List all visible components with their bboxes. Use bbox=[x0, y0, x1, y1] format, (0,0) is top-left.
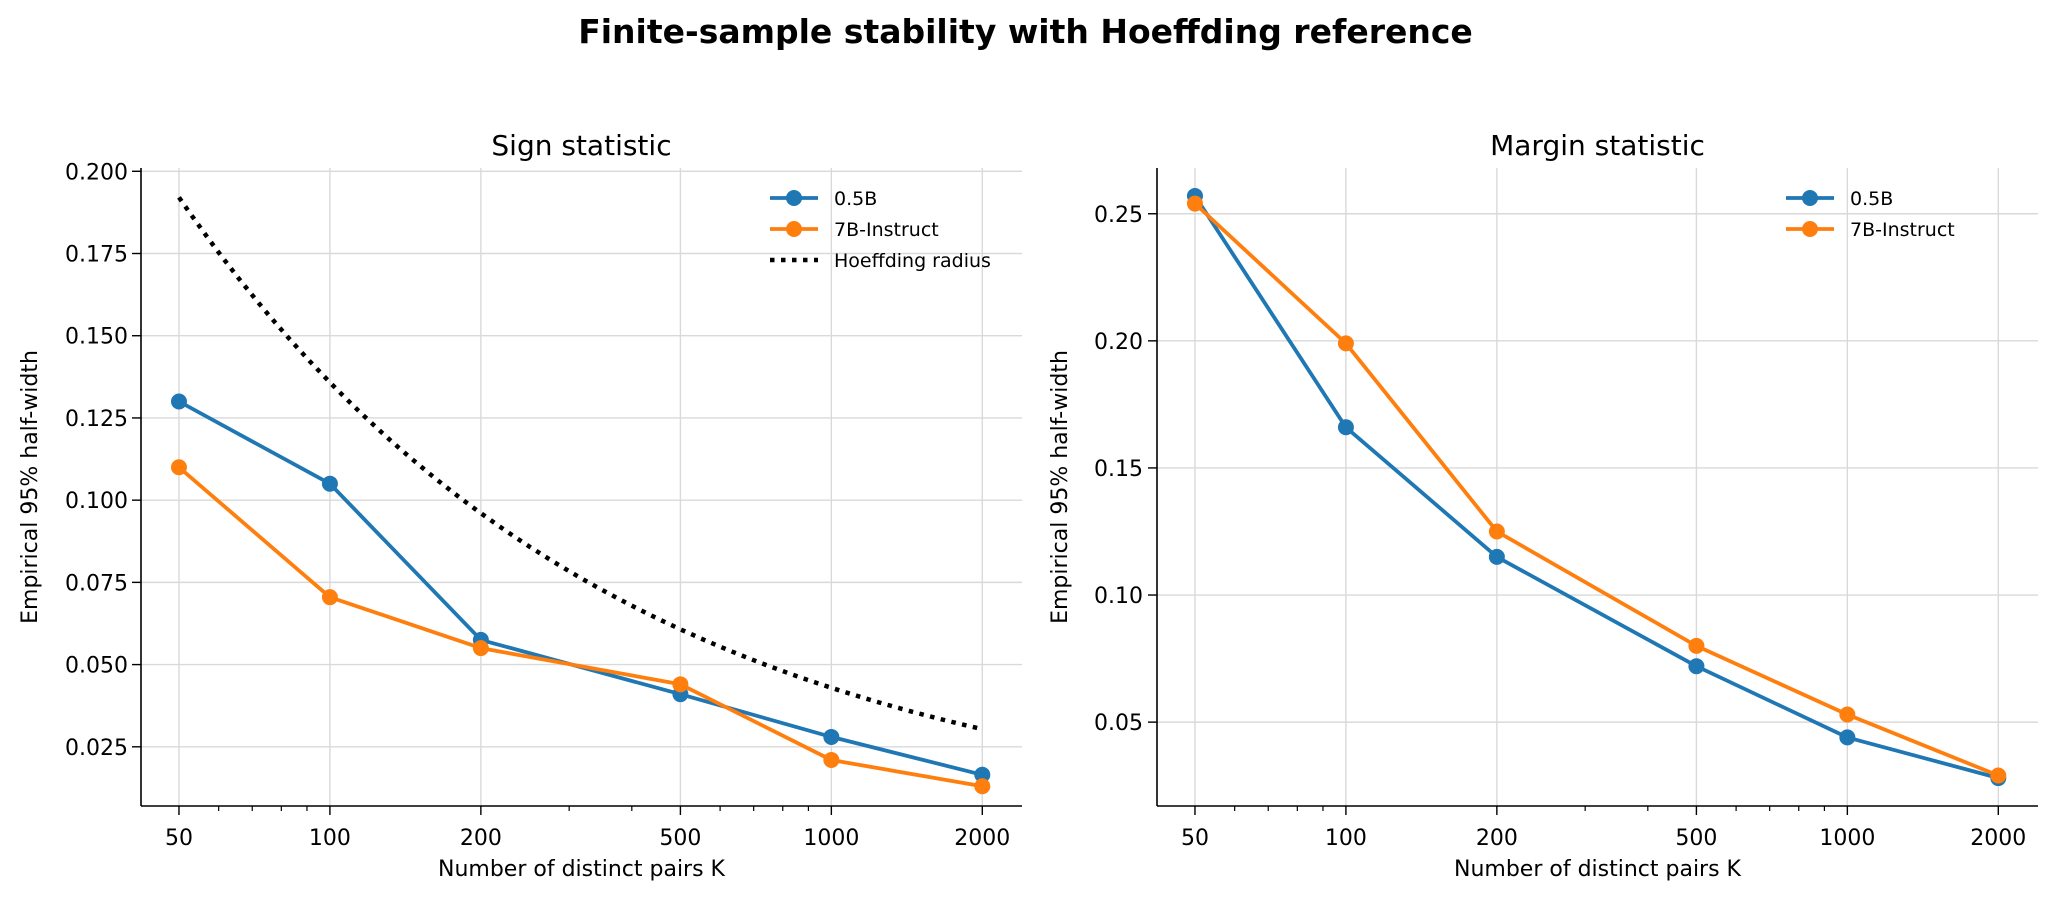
x-tick-label: 1000 bbox=[803, 826, 859, 851]
y-tick-label: 0.200 bbox=[65, 160, 128, 185]
legend-label-0-5b: 0.5B bbox=[1850, 188, 1893, 210]
data-point-7b-instruct bbox=[1337, 335, 1354, 352]
y-tick-label: 0.100 bbox=[65, 489, 128, 514]
data-point-7b-instruct bbox=[1186, 195, 1203, 212]
y-tick-label: 0.025 bbox=[65, 736, 128, 761]
series-line-7b-instruct bbox=[177, 465, 983, 789]
y-axis-label: Empirical 95% half-width bbox=[18, 350, 43, 624]
x-tick-label: 1000 bbox=[1819, 826, 1875, 851]
legend-marker-0-5b bbox=[1802, 190, 1818, 206]
data-point-7b-instruct bbox=[1990, 767, 2007, 784]
x-axis-label: Number of distinct pairs K bbox=[1454, 857, 1742, 882]
data-point-7b-instruct bbox=[1488, 523, 1505, 540]
y-tick-label: 0.150 bbox=[65, 325, 128, 350]
figure-title: Finite-sample stability with Hoeffding r… bbox=[578, 12, 1473, 51]
legend-marker-7b-instruct bbox=[786, 221, 802, 237]
panel-title: Margin statistic bbox=[1490, 129, 1705, 162]
y-axis-label: Empirical 95% half-width bbox=[1048, 350, 1073, 624]
panel-title: Sign statistic bbox=[491, 129, 671, 162]
data-point-7b-instruct bbox=[321, 589, 338, 606]
series-line-0-5b bbox=[1193, 194, 1999, 780]
data-point-0-5b bbox=[1688, 658, 1705, 675]
data-point-7b-instruct bbox=[974, 778, 991, 795]
y-tick-label: 0.10 bbox=[1094, 584, 1143, 609]
y-tick-label: 0.20 bbox=[1094, 330, 1143, 355]
x-tick-label: 100 bbox=[309, 826, 351, 851]
data-point-7b-instruct bbox=[472, 640, 489, 657]
margin-statistic-panel: 50 100 200 500 1000 2000 0.05 0.10 0.15 0.20 0.25 M… bbox=[1048, 129, 2038, 882]
y-tick-label: 0.175 bbox=[65, 243, 128, 268]
data-point-0-5b bbox=[170, 393, 187, 410]
legend-marker-0-5b bbox=[786, 190, 802, 206]
data-point-0-5b bbox=[1839, 729, 1856, 746]
y-tick-label: 0.075 bbox=[65, 571, 128, 596]
y-tick-label: 0.050 bbox=[65, 654, 128, 679]
data-point-7b-instruct bbox=[823, 751, 840, 768]
y-tick-label: 0.15 bbox=[1094, 457, 1143, 482]
data-point-0-5b bbox=[1488, 548, 1505, 565]
data-point-7b-instruct bbox=[170, 459, 187, 476]
x-axis-label: Number of distinct pairs K bbox=[438, 857, 726, 882]
legend-marker-7b-instruct bbox=[1802, 221, 1818, 237]
series-line-7b-instruct bbox=[1193, 202, 2000, 778]
data-point-7b-instruct bbox=[672, 676, 689, 693]
x-tick-label: 100 bbox=[1325, 826, 1367, 851]
data-point-0-5b bbox=[321, 475, 338, 492]
data-point-0-5b bbox=[823, 728, 840, 745]
x-tick-label: 200 bbox=[1476, 826, 1518, 851]
y-tick-label: 0.125 bbox=[65, 407, 128, 432]
y-tick-label: 0.05 bbox=[1094, 711, 1143, 736]
data-point-0-5b bbox=[974, 766, 991, 783]
x-tick-label: 2000 bbox=[1970, 826, 2026, 851]
sign-statistic-panel: 50 100 200 500 1000 2000 0.025 0.050 0.075 0.100 0… bbox=[18, 129, 1022, 882]
x-tick-label: 500 bbox=[1675, 826, 1717, 851]
data-point-0-5b bbox=[1337, 419, 1354, 436]
legend-label-0-5b: 0.5B bbox=[834, 188, 877, 210]
data-point-7b-instruct bbox=[1839, 706, 1856, 723]
legend-label-7b-instruct: 7B-Instruct bbox=[1850, 219, 1955, 241]
x-tick-label: 500 bbox=[659, 826, 701, 851]
series-line-0-5b bbox=[178, 399, 983, 777]
x-tick-label: 50 bbox=[165, 826, 193, 851]
x-tick-label: 200 bbox=[460, 826, 502, 851]
y-tick-label: 0.25 bbox=[1094, 203, 1143, 228]
x-tick-label: 2000 bbox=[954, 826, 1010, 851]
legend-label-7b-instruct: 7B-Instruct bbox=[834, 219, 939, 241]
series-line-hoeffding-radius bbox=[177, 196, 983, 732]
data-point-7b-instruct bbox=[1688, 637, 1705, 654]
legend-label-hoeffding-radius: Hoeffding radius bbox=[834, 250, 991, 272]
x-tick-label: 50 bbox=[1181, 826, 1209, 851]
